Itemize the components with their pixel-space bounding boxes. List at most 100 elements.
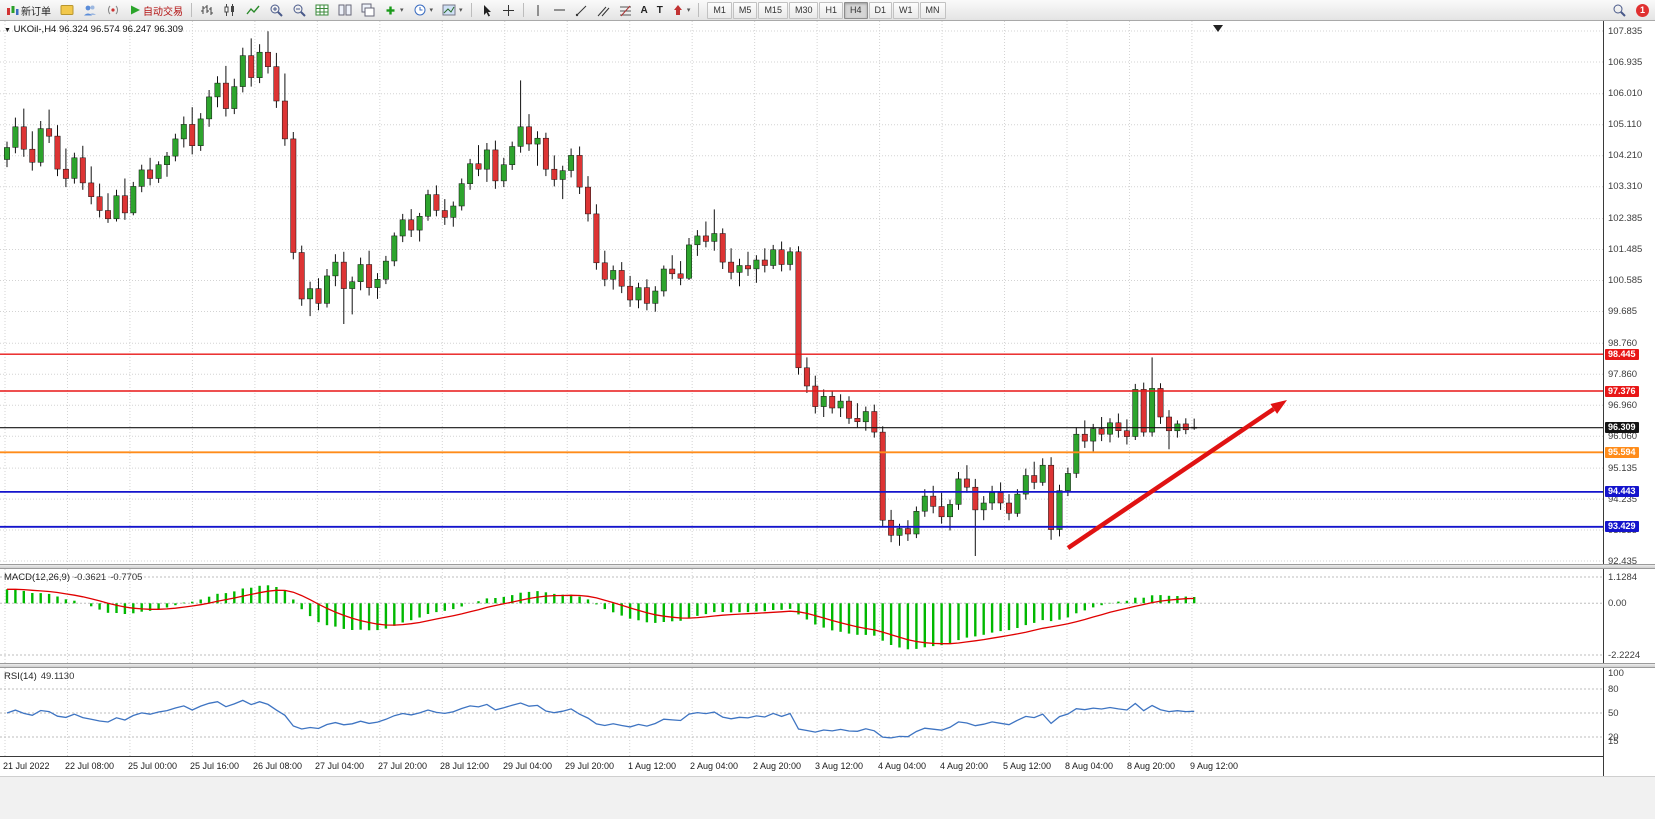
time-axis-label: 2 Aug 20:00 — [753, 761, 802, 771]
time-axis-label: 27 Jul 04:00 — [315, 761, 365, 771]
autotrade-label: 自动交易 — [143, 6, 183, 18]
price-axis-label: 95.135 — [1608, 462, 1638, 474]
bar-chart-button[interactable] — [196, 1, 218, 20]
time-axis-label: 27 Jul 20:00 — [378, 761, 428, 771]
fibonacci-tool-button[interactable] — [615, 1, 636, 20]
candlestick-chart-button[interactable] — [219, 1, 241, 20]
timeframe-button-M15[interactable]: M15 — [758, 1, 788, 19]
rsi-title: RSI(14) — [4, 671, 37, 682]
price-axis-label: 96.060 — [1608, 430, 1638, 442]
zoom-out-button[interactable] — [288, 1, 310, 20]
time-axis-label: 29 Jul 20:00 — [565, 761, 615, 771]
vertical-line-tool-button[interactable] — [528, 1, 548, 20]
collapse-triangle-icon[interactable]: ▼ — [4, 27, 11, 34]
trendline-icon — [575, 5, 586, 16]
cursor-icon — [483, 4, 491, 16]
new-order-button[interactable]: 新订单 — [2, 1, 55, 20]
timeframe-button-M5[interactable]: M5 — [732, 1, 758, 19]
timeframe-toolbar: M1 M5 M15 M30 H1 H4 D1 W1 MN — [707, 1, 946, 19]
line-chart-button[interactable] — [242, 1, 264, 20]
notification-badge[interactable]: 1 — [1636, 3, 1649, 17]
horizontal-line-icon — [553, 9, 565, 11]
line-chart-icon — [246, 5, 260, 15]
timeframe-button-MN[interactable]: MN — [919, 1, 946, 19]
time-axis-label: 5 Aug 12:00 — [1003, 761, 1052, 771]
macd-signal-value: -0.7705 — [110, 572, 143, 583]
panel-splitter[interactable] — [0, 663, 1655, 668]
timeframe-button-W1[interactable]: W1 — [893, 1, 919, 19]
profiles-button[interactable] — [79, 1, 101, 20]
grid-button[interactable] — [311, 1, 333, 20]
clock-icon — [414, 4, 426, 16]
cursor-button[interactable] — [476, 1, 497, 20]
panel-splitter[interactable] — [0, 564, 1655, 569]
price-level-badge: 96.309 — [1605, 422, 1639, 434]
text-label-tool-button[interactable]: T — [656, 4, 663, 16]
timeframe-button-M30[interactable]: M30 — [788, 1, 819, 19]
price-axis-label: 100.585 — [1608, 275, 1643, 286]
arrow-shape-icon — [673, 5, 682, 15]
time-axis-label: 4 Aug 04:00 — [878, 761, 927, 771]
macd-chart[interactable] — [0, 569, 1603, 663]
time-axis-label: 25 Jul 16:00 — [190, 761, 240, 771]
rsi-axis-label: 100 — [1608, 667, 1624, 679]
timeframe-button-H4[interactable]: H4 — [843, 1, 868, 19]
timeframe-button-M1[interactable]: M1 — [707, 1, 732, 19]
bar-chart-icon — [201, 5, 213, 15]
price-level-badge: 95.594 — [1605, 446, 1639, 458]
templates-dropdown[interactable]: ▾ — [438, 1, 467, 20]
macd-indicator-label: MACD(12,26,9) -0.3621 -0.7705 — [4, 572, 142, 583]
time-axis-label: 8 Aug 20:00 — [1127, 761, 1176, 771]
chart-symbol-period: UKOil-,H4 — [13, 24, 57, 35]
periods-dropdown[interactable]: ▾ — [409, 1, 438, 20]
price-level-badge: 97.376 — [1605, 385, 1639, 397]
market-watch-button[interactable] — [102, 1, 124, 20]
trendline-tool-button[interactable] — [571, 1, 592, 20]
price-axis-label: 104.210 — [1608, 150, 1643, 162]
tile-windows-button[interactable] — [334, 1, 356, 20]
price-axis-label: 107.835 — [1608, 25, 1643, 37]
autotrade-button[interactable]: 自动交易 — [125, 1, 187, 20]
metaeditor-icon — [60, 5, 74, 15]
chart-title: ▼ UKOil-,H4 96.324 96.574 96.247 96.309 — [4, 24, 183, 35]
search-button[interactable] — [1608, 1, 1630, 20]
candlestick-chart[interactable] — [0, 21, 1603, 564]
price-axis[interactable]: 107.835 106.935 106.010 105.110 104.210 103.3… — [1603, 21, 1655, 776]
toolbar-separator — [470, 3, 472, 17]
time-axis[interactable]: 21 Jul 2022 22 Jul 08:00 25 Jul 00:00 25 Ju… — [0, 756, 1603, 776]
price-axis-label: 106.935 — [1608, 56, 1643, 68]
equidistant-channel-icon — [597, 6, 609, 16]
rsi-axis-label: 80 — [1608, 683, 1619, 695]
rsi-chart[interactable] — [0, 668, 1603, 756]
horizontal-line-tool-button[interactable] — [549, 1, 570, 20]
price-axis-label: 94.235 — [1608, 493, 1638, 505]
chevron-down-icon: ▾ — [400, 7, 404, 14]
time-axis-label: 22 Jul 08:00 — [65, 761, 115, 771]
search-icon — [1613, 4, 1626, 17]
vertical-line-icon — [537, 4, 539, 16]
zoom-in-icon — [270, 4, 283, 17]
arrows-tool-dropdown[interactable]: ▾ — [668, 1, 695, 20]
price-axis-label: 98.760 — [1608, 337, 1638, 349]
template-icon — [442, 4, 456, 16]
channel-tool-button[interactable] — [593, 1, 614, 20]
metaeditor-button[interactable] — [56, 1, 78, 20]
chart-ohlc-values: 96.324 96.574 96.247 96.309 — [58, 24, 184, 35]
market-watch-icon — [108, 5, 118, 15]
add-indicator-dropdown[interactable]: ▾ — [380, 1, 408, 20]
time-axis-label: 9 Aug 12:00 — [1190, 761, 1239, 771]
text-tool-button[interactable]: A — [640, 4, 648, 16]
price-level-badge: 98.445 — [1605, 348, 1639, 360]
timeframe-button-D1[interactable]: D1 — [868, 1, 893, 19]
timeframe-button-H1[interactable]: H1 — [819, 1, 843, 19]
time-axis-label: 1 Aug 12:00 — [628, 761, 677, 771]
price-axis-label: 105.110 — [1608, 119, 1642, 131]
new-order-label: 新订单 — [21, 6, 51, 18]
crosshair-button[interactable] — [498, 1, 519, 20]
add-indicator-icon — [386, 6, 395, 14]
crosshair-icon — [502, 4, 514, 16]
candlestick-chart-icon — [224, 4, 234, 16]
cascade-windows-button[interactable] — [357, 1, 379, 20]
zoom-in-button[interactable] — [265, 1, 287, 20]
